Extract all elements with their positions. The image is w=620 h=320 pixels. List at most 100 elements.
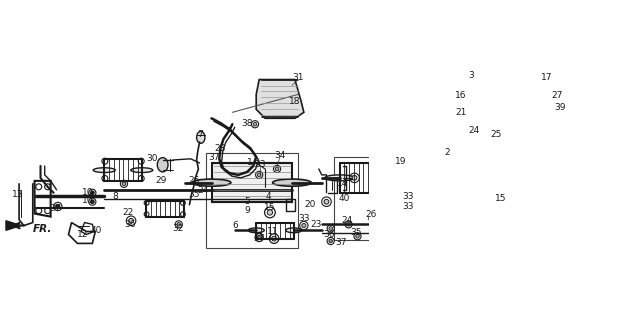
Circle shape [257, 236, 261, 240]
Text: 1: 1 [247, 158, 253, 167]
Circle shape [91, 191, 94, 195]
Circle shape [441, 90, 450, 99]
Text: 37: 37 [335, 238, 347, 247]
Circle shape [253, 123, 257, 126]
Text: 10: 10 [82, 188, 94, 197]
Text: 21: 21 [455, 108, 466, 117]
Text: 12: 12 [76, 230, 88, 239]
Text: 20: 20 [304, 200, 316, 209]
Ellipse shape [371, 175, 401, 181]
Text: 6: 6 [232, 221, 238, 230]
Text: 16: 16 [455, 91, 466, 100]
Text: 26: 26 [365, 210, 376, 219]
Circle shape [404, 197, 407, 201]
Text: 29: 29 [155, 176, 167, 185]
Text: 24: 24 [468, 126, 479, 135]
Text: FR.: FR. [33, 223, 52, 234]
Text: 27: 27 [551, 91, 563, 100]
Circle shape [497, 192, 503, 197]
Text: 38: 38 [242, 118, 253, 128]
Ellipse shape [131, 168, 153, 172]
Text: 32: 32 [172, 224, 184, 233]
Text: 18: 18 [289, 97, 301, 106]
Ellipse shape [93, 168, 115, 172]
Text: 36: 36 [124, 220, 136, 229]
Ellipse shape [248, 228, 264, 233]
Text: 14: 14 [337, 179, 348, 188]
Ellipse shape [273, 179, 311, 186]
Text: 37: 37 [50, 204, 61, 213]
Ellipse shape [550, 113, 558, 118]
Circle shape [275, 167, 279, 171]
Bar [334, 157, 402, 240]
Circle shape [371, 217, 374, 220]
Text: 9: 9 [244, 206, 250, 215]
Circle shape [302, 223, 306, 228]
Text: 13: 13 [12, 190, 24, 199]
Text: 37: 37 [209, 153, 220, 162]
Text: 3: 3 [468, 71, 474, 80]
Text: 40: 40 [339, 194, 350, 203]
Text: 39: 39 [554, 103, 566, 112]
Polygon shape [6, 221, 21, 230]
Circle shape [356, 235, 359, 238]
Circle shape [329, 227, 332, 230]
Text: 33: 33 [255, 160, 266, 169]
Ellipse shape [544, 103, 555, 110]
Text: 35: 35 [350, 228, 362, 237]
Text: 33: 33 [298, 214, 309, 223]
Text: 25: 25 [490, 131, 502, 140]
Text: 10: 10 [82, 196, 94, 205]
Circle shape [267, 210, 273, 215]
Text: 5: 5 [244, 197, 250, 206]
Text: 36: 36 [324, 230, 335, 239]
Text: 28: 28 [215, 144, 226, 153]
Ellipse shape [503, 100, 557, 109]
Circle shape [56, 204, 60, 209]
Circle shape [443, 110, 449, 116]
Circle shape [129, 218, 133, 223]
Ellipse shape [426, 100, 480, 109]
Ellipse shape [192, 179, 231, 186]
Text: 11: 11 [267, 227, 278, 236]
Circle shape [91, 200, 94, 204]
Text: 17: 17 [541, 73, 552, 82]
Polygon shape [211, 163, 292, 202]
Text: 33: 33 [402, 192, 414, 202]
Text: 15: 15 [495, 194, 506, 203]
Text: 19: 19 [395, 157, 406, 166]
Text: 15: 15 [264, 203, 276, 212]
Text: 2: 2 [444, 148, 449, 157]
Bar [453, 78, 530, 132]
Circle shape [257, 173, 261, 177]
Ellipse shape [286, 228, 302, 233]
Circle shape [324, 199, 329, 204]
Circle shape [541, 83, 546, 88]
Text: 7: 7 [197, 131, 203, 140]
Text: 22: 22 [123, 208, 134, 217]
Text: 8: 8 [112, 192, 118, 202]
Text: 23: 23 [310, 220, 321, 229]
Text: 40: 40 [91, 226, 102, 235]
Ellipse shape [325, 175, 355, 181]
Text: 34: 34 [274, 151, 286, 160]
Circle shape [347, 222, 350, 226]
Circle shape [352, 175, 357, 180]
Circle shape [539, 81, 548, 90]
Text: 4: 4 [265, 192, 271, 202]
Text: 31: 31 [292, 73, 304, 82]
Text: 24: 24 [197, 187, 208, 196]
Text: 33: 33 [402, 202, 414, 211]
Circle shape [272, 236, 277, 241]
Text: 26: 26 [188, 176, 199, 185]
Text: 24: 24 [341, 216, 352, 225]
Circle shape [440, 108, 451, 119]
Ellipse shape [157, 158, 168, 172]
Text: 37: 37 [254, 234, 265, 243]
Circle shape [122, 182, 126, 186]
Bar [206, 153, 298, 248]
Text: 35: 35 [188, 190, 200, 199]
Polygon shape [256, 80, 304, 118]
Ellipse shape [197, 132, 205, 143]
Circle shape [404, 188, 407, 192]
